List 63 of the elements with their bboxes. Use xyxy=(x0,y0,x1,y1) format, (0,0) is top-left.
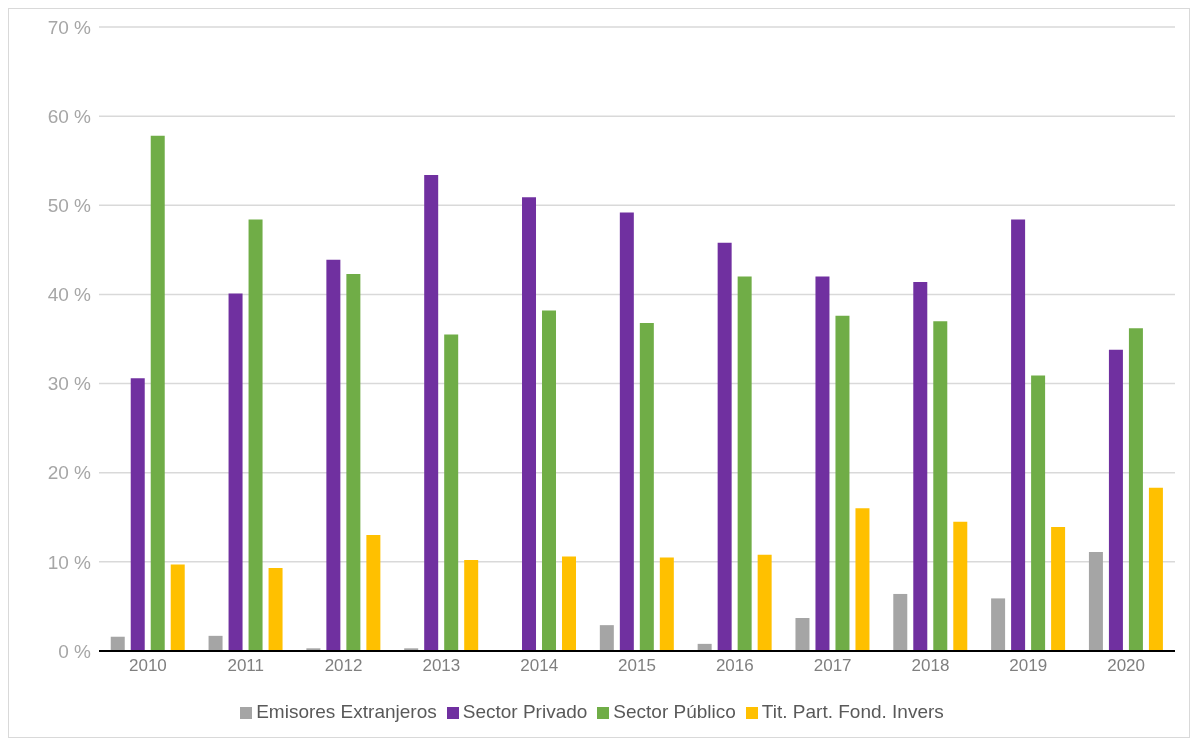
x-tick-label: 2018 xyxy=(911,656,950,676)
bar xyxy=(757,554,772,651)
bar xyxy=(855,508,870,651)
bar xyxy=(795,618,810,651)
x-tick-label: 2010 xyxy=(129,656,167,676)
bar xyxy=(228,293,243,651)
bar xyxy=(893,593,908,651)
bar xyxy=(1128,328,1143,651)
y-tick-label: 50 % xyxy=(47,195,92,217)
bar xyxy=(562,556,577,651)
bar xyxy=(639,322,654,651)
bar xyxy=(933,321,948,651)
y-tick-label: 70 % xyxy=(47,16,92,38)
x-tick-label: 2019 xyxy=(1009,656,1048,676)
bar xyxy=(599,625,614,651)
bar xyxy=(815,276,830,651)
bar xyxy=(444,334,459,651)
y-tick-label: 30 % xyxy=(47,373,92,395)
x-tick-label: 2011 xyxy=(227,656,265,676)
x-tick-label: 2014 xyxy=(520,656,559,676)
bar xyxy=(659,557,674,651)
bar xyxy=(542,310,557,651)
bar xyxy=(150,135,165,651)
legend-label: Sector Privado xyxy=(462,701,588,722)
x-tick-label: 2015 xyxy=(618,656,656,676)
y-tick-label: 40 % xyxy=(47,284,92,306)
bar xyxy=(991,598,1006,651)
bar xyxy=(717,242,732,651)
y-tick-label: 20 % xyxy=(47,462,92,484)
bar xyxy=(1011,219,1026,651)
bar xyxy=(953,521,968,651)
y-tick-label: 10 % xyxy=(47,551,92,573)
legend-label: Tit. Part. Fond. Invers xyxy=(761,701,944,722)
y-tick-label: 60 % xyxy=(47,105,92,127)
bar xyxy=(464,560,479,651)
bar xyxy=(208,635,223,651)
bar xyxy=(346,273,361,651)
bar xyxy=(1108,349,1123,651)
bar xyxy=(1031,375,1046,651)
bar xyxy=(130,378,145,651)
x-tick-label: 2013 xyxy=(422,656,461,676)
bar xyxy=(1148,487,1163,651)
x-tick-label: 2017 xyxy=(813,656,852,676)
bar xyxy=(366,535,381,651)
legend-label: Emisores Extranjeros xyxy=(256,701,437,722)
bar xyxy=(913,281,928,651)
x-tick-label: 2016 xyxy=(715,656,754,676)
bar xyxy=(522,197,537,651)
x-tick-label: 2012 xyxy=(324,656,363,676)
bar xyxy=(835,315,850,651)
y-tick-label: 0 % xyxy=(58,640,92,662)
bar xyxy=(619,212,634,651)
bar xyxy=(268,568,283,651)
bar xyxy=(110,636,125,651)
x-tick-label: 2020 xyxy=(1107,656,1146,676)
bar xyxy=(326,259,341,651)
legend-label: Sector Público xyxy=(613,701,736,722)
bar xyxy=(248,219,263,651)
bar xyxy=(1088,552,1103,651)
bar xyxy=(170,564,185,651)
bar xyxy=(1051,527,1066,651)
bar xyxy=(737,276,752,651)
bar xyxy=(424,174,439,651)
